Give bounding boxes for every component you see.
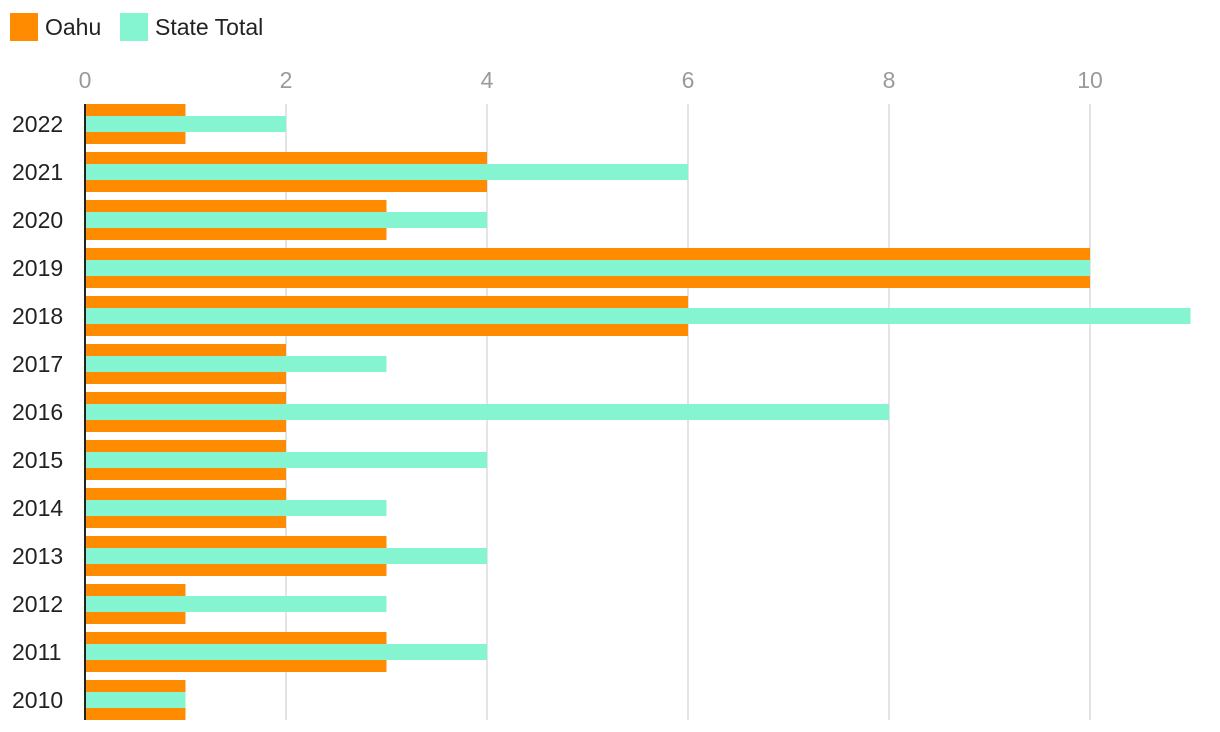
- legend-item-state-total: State Total: [120, 13, 263, 41]
- y-label-2013: 2013: [12, 543, 63, 569]
- legend-label-oahu: Oahu: [45, 14, 101, 40]
- bars: [85, 104, 1191, 720]
- bar-state-total-2022: [85, 116, 286, 132]
- y-label-2016: 2016: [12, 399, 63, 425]
- bar-state-total-2018: [85, 308, 1191, 324]
- x-axis-ticks: 0 2 4 6 8 10: [79, 67, 1103, 93]
- bar-state-total-2016: [85, 404, 889, 420]
- legend-item-oahu: Oahu: [10, 13, 101, 41]
- y-label-2022: 2022: [12, 111, 63, 137]
- x-tick-label-8: 8: [883, 67, 896, 93]
- x-tick-label-4: 4: [481, 67, 494, 93]
- x-tick-label-0: 0: [79, 67, 92, 93]
- y-label-2011: 2011: [12, 639, 61, 665]
- bar-state-total-2010: [85, 692, 186, 708]
- y-label-2015: 2015: [12, 447, 63, 473]
- legend-swatch-state-total: [120, 13, 148, 41]
- bar-state-total-2020: [85, 212, 487, 228]
- bar-state-total-2013: [85, 548, 487, 564]
- bar-state-total-2015: [85, 452, 487, 468]
- bar-state-total-2017: [85, 356, 387, 372]
- y-label-2017: 2017: [12, 351, 63, 377]
- x-tick-label-10: 10: [1077, 67, 1103, 93]
- bar-state-total-2012: [85, 596, 387, 612]
- bar-state-total-2021: [85, 164, 688, 180]
- y-label-2019: 2019: [12, 255, 63, 281]
- legend: Oahu State Total: [10, 13, 263, 41]
- y-label-2012: 2012: [12, 591, 63, 617]
- legend-label-state-total: State Total: [155, 14, 263, 40]
- y-axis-labels: 2022 2021 2020 2019 2018 2017 2016 2015 2014 2013…: [12, 111, 63, 713]
- bar-state-total-2011: [85, 644, 487, 660]
- x-tick-label-2: 2: [280, 67, 293, 93]
- bar-state-total-2014: [85, 500, 387, 516]
- x-tick-label-6: 6: [682, 67, 695, 93]
- y-label-2021: 2021: [12, 159, 63, 185]
- bar-state-total-2019: [85, 260, 1090, 276]
- y-label-2020: 2020: [12, 207, 63, 233]
- y-label-2010: 2010: [12, 687, 63, 713]
- y-label-2014: 2014: [12, 495, 63, 521]
- legend-swatch-oahu: [10, 13, 38, 41]
- y-label-2018: 2018: [12, 303, 63, 329]
